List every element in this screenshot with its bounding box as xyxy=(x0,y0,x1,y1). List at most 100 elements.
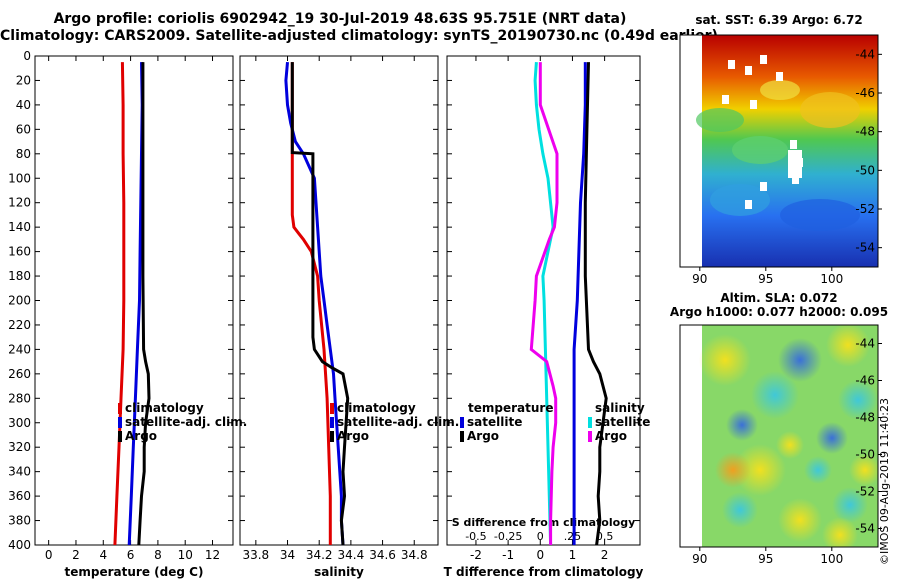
legend-entry: satellite xyxy=(595,415,650,429)
y-tick-label: 100 xyxy=(8,171,31,185)
legend-swatch xyxy=(460,431,464,442)
y-tick-label: 400 xyxy=(8,538,31,552)
sst-cloud-gap xyxy=(760,182,767,191)
sla-anomaly xyxy=(734,444,786,496)
watermark: ©IMOS 09-Aug-2019 11:40:23 xyxy=(878,398,891,565)
sla-anomaly xyxy=(778,338,822,382)
y-tick-label: 320 xyxy=(8,440,31,454)
series-argo xyxy=(290,62,350,546)
y-tick-label: 120 xyxy=(8,196,31,210)
sst-cloud-gap xyxy=(728,60,735,69)
panel-salinity: 33.8 34 34.2 34.4 34.6 34.8 salinity xyxy=(239,55,439,579)
y-tick-label: 80 xyxy=(16,147,31,161)
sst-cloud-gap xyxy=(722,95,729,104)
legend-swatch xyxy=(118,431,122,442)
sst-cloud-gap xyxy=(776,72,783,81)
x-axis-label: temperature (deg C) xyxy=(65,565,204,579)
map-x-tick-label: 95 xyxy=(758,272,773,286)
chart-title-line1: Argo profile: coriolis 6902942_19 30-Jul… xyxy=(53,11,627,27)
y-tick-label: 240 xyxy=(8,342,31,356)
map-x-tick-label: 90 xyxy=(692,272,707,286)
map-x-tick-label: 95 xyxy=(758,552,773,566)
y-tick-label: 360 xyxy=(8,489,31,503)
sla-anomaly xyxy=(722,492,758,528)
legend-title-salinity: salinity xyxy=(595,401,645,415)
legend-entry: Argo xyxy=(337,429,369,443)
panel-temperature: 0204060801001201401601802002202402602803… xyxy=(8,49,234,579)
sla-anomaly xyxy=(699,334,751,386)
y-tick-label: 0 xyxy=(23,49,31,63)
map-y-tick-label: -50 xyxy=(855,163,875,177)
sst-cloud-gap xyxy=(745,200,752,209)
sst-cloud-gap xyxy=(750,100,757,109)
legend-entry: satellite xyxy=(467,415,522,429)
sst-patch xyxy=(780,199,860,231)
series-climatology xyxy=(113,62,126,546)
sla-anomaly xyxy=(715,452,751,488)
y-tick-label: 140 xyxy=(8,220,31,234)
legend-entry: Argo xyxy=(595,429,627,443)
sla-anomaly xyxy=(776,431,804,459)
y-tick-label: 20 xyxy=(16,73,31,87)
x2-tick-label: 0.5 xyxy=(596,530,614,543)
map-y-tick-label: -46 xyxy=(855,86,875,100)
y-tick-label: 300 xyxy=(8,416,31,430)
sla-anomaly xyxy=(849,454,878,486)
legend-entry: Argo xyxy=(125,429,157,443)
x-axis-label: T difference from climatology xyxy=(444,565,644,579)
x2-tick-label: .25 xyxy=(564,530,582,543)
legend-entry: Argo xyxy=(467,429,499,443)
map-x-tick-label: 100 xyxy=(820,552,843,566)
sst-patch xyxy=(800,92,860,128)
map-nodata xyxy=(680,35,702,267)
series-salinity-argo xyxy=(529,62,559,545)
x-tick-label: 34 xyxy=(280,548,295,562)
map-y-tick-label: -54 xyxy=(855,522,875,536)
x-tick-label: 33.8 xyxy=(242,548,269,562)
series-climatology xyxy=(290,62,332,545)
map-y-tick-label: -44 xyxy=(855,337,875,351)
sla-anomaly xyxy=(726,409,758,441)
x-tick-label: 6 xyxy=(127,548,135,562)
sla-anomaly xyxy=(778,498,822,542)
x-tick-label: 34.8 xyxy=(401,548,428,562)
x-tick-label: 34.4 xyxy=(338,548,365,562)
chart-title-line2: Climatology: CARS2009. Satellite-adjuste… xyxy=(0,28,718,44)
sla-field xyxy=(699,325,878,547)
legend-swatch xyxy=(118,403,122,414)
map-sla-title: Altim. SLA: 0.072 xyxy=(720,291,837,305)
sst-patch xyxy=(696,108,744,132)
y-tick-label: 260 xyxy=(8,367,31,381)
y-tick-label: 160 xyxy=(8,245,31,259)
sst-patch xyxy=(760,80,800,100)
panel-difference: -2 -1 0 1 2 T difference from climatology -0.5… xyxy=(444,55,644,579)
legend-swatch xyxy=(588,417,592,428)
map-y-tick-label: -50 xyxy=(855,448,875,462)
sla-anomaly xyxy=(751,371,799,419)
map-y-tick-label: -46 xyxy=(855,374,875,388)
x-tick-label: 1 xyxy=(569,548,577,562)
series-temperature-argo xyxy=(583,62,608,546)
x-tick-label: 8 xyxy=(154,548,162,562)
y-tick-label: 380 xyxy=(8,514,31,528)
map-y-tick-label: -48 xyxy=(855,411,875,425)
x-tick-label: 2 xyxy=(601,548,609,562)
map-y-tick-label: -52 xyxy=(855,202,875,216)
map-frame xyxy=(679,324,879,548)
x2-axis-label: S difference from climatology xyxy=(452,516,636,529)
map-y-tick-label: -52 xyxy=(855,485,875,499)
series-salinity-satellite xyxy=(533,61,555,546)
legend-swatch xyxy=(330,431,334,442)
y-tick-label: 40 xyxy=(16,98,31,112)
legend-swatch xyxy=(588,431,592,442)
y-tick-label: 220 xyxy=(8,318,31,332)
x2-tick-label: -0.25 xyxy=(494,530,522,543)
legend-entry: satellite-adj. clim. xyxy=(337,415,459,429)
legend-title-temperature: temperature xyxy=(468,401,553,415)
legend-entry: climatology xyxy=(125,401,204,415)
sla-anomaly xyxy=(804,456,832,484)
y-tick-label: 60 xyxy=(16,122,31,136)
